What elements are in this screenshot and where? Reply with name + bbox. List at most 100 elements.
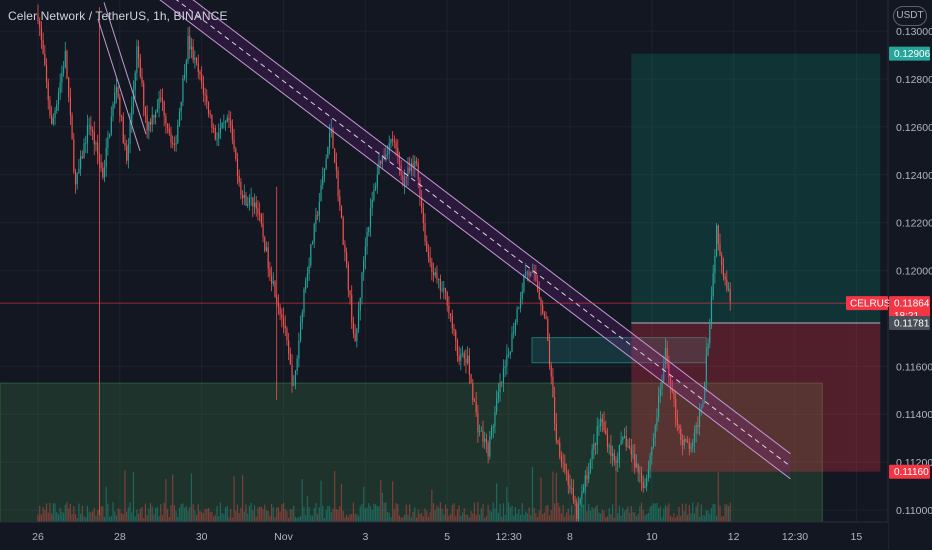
volume-bar — [299, 516, 302, 522]
candle-body — [119, 96, 121, 116]
candle-body — [593, 443, 595, 450]
volume-bar — [361, 504, 363, 522]
x-tick-label: 30 — [196, 531, 208, 543]
candle-body — [342, 218, 344, 245]
candle-body — [240, 182, 242, 195]
volume-bar — [721, 516, 723, 522]
volume-bar — [281, 504, 283, 522]
candle-body — [424, 223, 426, 242]
candle-body — [695, 425, 697, 434]
candle-body — [298, 341, 300, 359]
y-tick-label: 0.12000 — [896, 266, 932, 278]
volume-bar — [429, 511, 431, 522]
candle-body — [651, 447, 653, 456]
candle-body — [642, 481, 644, 489]
position-tool[interactable] — [631, 53, 881, 472]
time-axis[interactable]: 26 28 30 Nov 3 5 12:30 8 10 12 12:30 15 — [0, 521, 888, 550]
volume-bar — [722, 516, 725, 522]
candle-body — [727, 288, 730, 290]
volume-bar — [54, 503, 56, 522]
volume-bar — [334, 470, 336, 522]
volume-bar — [155, 507, 157, 522]
volume-bar — [245, 504, 247, 522]
volume-bar — [419, 513, 421, 522]
target-zone[interactable] — [631, 53, 881, 324]
volume-bar — [661, 517, 663, 522]
candle-body — [155, 112, 157, 118]
price-tag-label: CELRUSDT — [850, 299, 904, 310]
volume-bar — [274, 517, 276, 522]
price-axis[interactable]: 0.13000 0.12800 0.12600 0.12400 0.12200 0.120… — [887, 0, 932, 550]
volume-bar — [119, 509, 121, 522]
candle-body — [93, 132, 95, 145]
volume-bar — [344, 517, 346, 522]
candle-body — [530, 271, 532, 277]
wedge-line[interactable] — [103, 2, 147, 135]
wedge-line[interactable] — [97, 19, 141, 152]
candle-body — [131, 106, 133, 123]
volume-bar — [598, 512, 600, 522]
zone-breakout-box — [531, 337, 707, 364]
candle-body — [317, 215, 319, 216]
volume-bar — [414, 507, 416, 522]
volume-bar — [114, 511, 116, 522]
volume-bar — [427, 517, 430, 522]
x-tick-label: 26 — [32, 531, 44, 543]
volume-bar — [605, 517, 607, 522]
candle-body — [40, 28, 43, 41]
volume-bar — [436, 505, 438, 522]
volume-bar — [313, 507, 315, 522]
channel-upper-line[interactable] — [146, 0, 791, 455]
volume-bar — [707, 510, 709, 522]
volume-bar — [279, 511, 281, 522]
candle-body — [303, 288, 305, 313]
channel-lower-line[interactable] — [146, 0, 791, 480]
volume-bar — [554, 503, 556, 522]
candle-body — [97, 142, 99, 155]
volume-bar — [693, 513, 696, 522]
volume-bar — [542, 513, 544, 522]
volume-bar — [339, 506, 341, 522]
candle-body — [583, 486, 585, 492]
candle-body — [564, 463, 566, 471]
stop-zone[interactable] — [631, 323, 881, 472]
price-tag: 0.11160 — [889, 464, 930, 479]
candle-body — [438, 279, 440, 280]
candle-body — [124, 142, 126, 147]
volume-bar — [105, 486, 107, 522]
volume-bar — [305, 514, 307, 522]
volume-bar — [676, 515, 678, 522]
candles — [37, 4, 731, 527]
volume-bar — [141, 507, 143, 522]
candle-body — [195, 57, 198, 64]
volume-bar — [322, 505, 324, 522]
candle-body — [610, 445, 612, 456]
candle-body — [552, 376, 554, 398]
volume-bar — [228, 517, 230, 522]
volume-bar — [148, 508, 150, 522]
volume-bar — [668, 503, 670, 522]
candle-body — [64, 51, 66, 68]
volume-bar — [724, 504, 726, 522]
candle-body — [221, 122, 223, 128]
currency-badge[interactable]: USDT — [893, 6, 927, 26]
candle-body — [652, 437, 655, 448]
volume-bar — [115, 515, 118, 522]
volume-bar — [289, 509, 291, 522]
candle-body — [615, 460, 617, 463]
trend-channel[interactable] — [97, 0, 791, 480]
candle-body — [66, 51, 68, 79]
volume-bar — [681, 503, 684, 522]
candle-body — [709, 324, 711, 344]
volume-bar — [374, 504, 377, 522]
volume-bar — [521, 503, 523, 522]
candle-body — [378, 160, 380, 175]
volume-bar — [659, 506, 661, 522]
candle-body — [446, 292, 448, 306]
candle-body — [589, 459, 592, 472]
candle-body — [177, 124, 179, 143]
candle-body — [658, 396, 660, 418]
volume-bar — [450, 513, 452, 522]
volume-bar — [376, 506, 378, 522]
